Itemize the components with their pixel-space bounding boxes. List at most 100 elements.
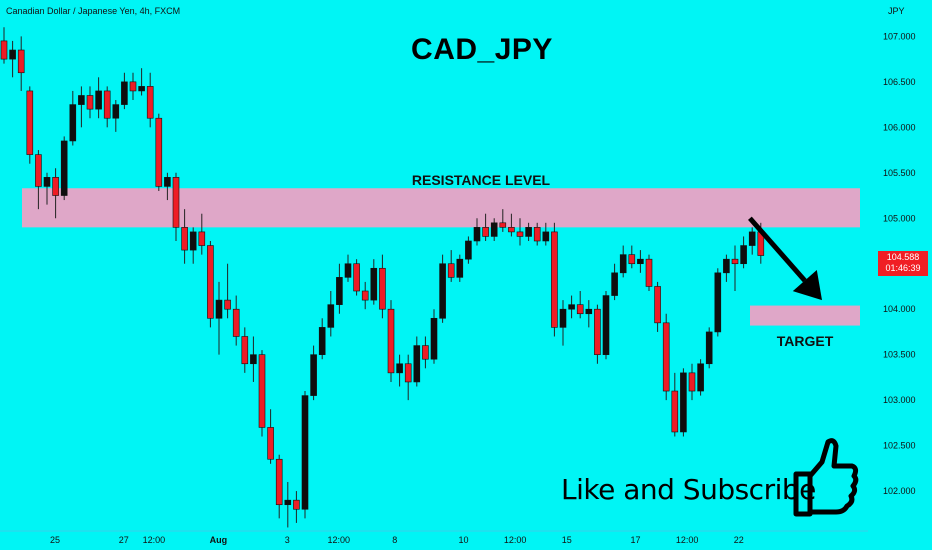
- arrow-head: [792, 270, 822, 301]
- candle-body: [619, 254, 627, 274]
- resistance-level-label: RESISTANCE LEVEL: [411, 172, 551, 188]
- like-and-subscribe-text: Like and Subscribe: [561, 473, 816, 506]
- candle-body: [508, 227, 515, 233]
- candle-body: [60, 140, 68, 196]
- x-tick-label: Aug: [210, 535, 228, 545]
- candle-body: [155, 117, 163, 187]
- candle-body: [121, 81, 128, 105]
- candle-body: [232, 308, 240, 337]
- candle-body: [731, 258, 739, 265]
- candle-body: [714, 272, 722, 333]
- candle-body: [740, 245, 747, 265]
- candle-body: [697, 363, 704, 392]
- candle-body: [594, 308, 601, 355]
- x-tick-label: 25: [50, 535, 60, 545]
- candle-body: [559, 308, 567, 328]
- candle-body: [267, 427, 274, 460]
- candle-body: [516, 231, 524, 237]
- candle-body: [705, 331, 713, 365]
- candle-body: [430, 317, 438, 360]
- candle-body: [422, 345, 429, 360]
- candle-body: [318, 327, 326, 355]
- chart-title: CAD_JPY: [411, 33, 553, 66]
- candle-body: [645, 258, 653, 287]
- currency-label: JPY: [888, 6, 905, 16]
- candle-body: [551, 231, 558, 328]
- candle-body: [17, 49, 25, 74]
- candle-body: [748, 231, 756, 246]
- y-tick-label: 106.000: [883, 122, 916, 132]
- x-tick-label: 8: [392, 535, 397, 545]
- candle-body: [327, 304, 335, 328]
- candle-body: [189, 231, 197, 251]
- candle-body: [164, 177, 171, 187]
- candle-body: [35, 154, 42, 187]
- candle-body: [611, 272, 618, 296]
- x-tick-label: 22: [734, 535, 744, 545]
- candle-body: [275, 458, 283, 506]
- current-price-badge: 104.588 01:46:39: [878, 251, 928, 276]
- candle-body: [9, 49, 16, 60]
- candle-body: [78, 95, 85, 105]
- symbol-info: Canadian Dollar / Japanese Yen, 4h, FXCM: [6, 6, 181, 16]
- down-arrow-icon: [748, 216, 807, 283]
- candle-body: [112, 104, 120, 119]
- candle-body: [654, 286, 661, 324]
- candle-body: [224, 299, 231, 310]
- x-tick-label: 10: [458, 535, 468, 545]
- candle-body: [181, 227, 188, 251]
- candle-body: [0, 40, 8, 60]
- candle-body: [447, 263, 455, 278]
- candle-body: [258, 354, 266, 428]
- target-label: TARGET: [776, 333, 834, 349]
- candle-body: [568, 304, 575, 310]
- x-tick-label: 27: [119, 535, 129, 545]
- y-tick-label: 105.000: [883, 213, 916, 223]
- candle-body: [129, 81, 137, 92]
- candle-body: [215, 299, 223, 319]
- candle-body: [404, 363, 412, 383]
- candle-body: [482, 227, 489, 237]
- candle-body: [456, 258, 464, 278]
- candle-body: [465, 240, 472, 260]
- candle-body: [241, 336, 249, 365]
- candle-body: [310, 354, 317, 396]
- x-tick-label: 12:00: [504, 535, 527, 545]
- candle-body: [499, 222, 507, 228]
- candle-body: [576, 304, 584, 315]
- candle-body: [533, 227, 541, 242]
- candle-body: [387, 308, 395, 374]
- x-tick-label: 3: [285, 535, 290, 545]
- candle-body: [69, 104, 77, 142]
- candle-body: [52, 177, 59, 196]
- candle-body: [86, 95, 94, 110]
- target-zone: [750, 305, 860, 326]
- candle-body: [473, 227, 481, 242]
- candle-body: [370, 267, 378, 301]
- candle-body: [172, 177, 180, 228]
- candle-body: [361, 290, 369, 301]
- x-tick-label: 17: [630, 535, 640, 545]
- candle-body: [198, 231, 206, 246]
- x-tick-label: 12:00: [143, 535, 166, 545]
- candle-body: [542, 231, 550, 242]
- candle-body: [688, 372, 696, 392]
- candle-body: [379, 267, 386, 310]
- candle-body: [628, 254, 636, 265]
- y-tick-label: 106.500: [883, 77, 916, 87]
- candle-body: [95, 90, 102, 110]
- y-tick-label: 104.000: [883, 304, 916, 314]
- candle-body: [284, 499, 292, 506]
- candle-body: [250, 354, 257, 365]
- candle-body: [146, 86, 154, 119]
- y-tick-label: 105.500: [883, 168, 916, 178]
- candle-body: [439, 263, 446, 319]
- candle-body: [585, 308, 593, 315]
- resistance-zone: [22, 188, 860, 228]
- candle-body: [396, 363, 403, 374]
- y-tick-label: 102.000: [883, 486, 916, 496]
- y-tick-label: 102.500: [883, 441, 916, 451]
- candle-body: [293, 499, 300, 510]
- x-tick-label: 12:00: [328, 535, 351, 545]
